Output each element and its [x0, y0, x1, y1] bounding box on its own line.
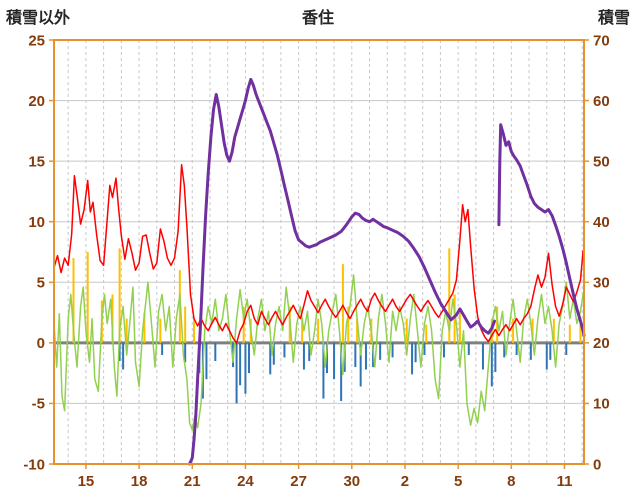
yellow-bars-bar	[568, 324, 571, 343]
blue-bars-bar	[161, 342, 164, 355]
blue-bars-bar	[325, 342, 328, 374]
yellow-bars-bar	[579, 318, 582, 343]
blue-bars-bar	[411, 342, 414, 375]
blue-bars-bar	[503, 342, 506, 358]
blue-bars-bar	[545, 342, 548, 370]
blue-bars-bar	[205, 342, 208, 380]
right-tick-label: 60	[593, 93, 610, 110]
left-axis-title: 積雪以外	[6, 10, 71, 27]
left-tick-label: -5	[32, 396, 45, 413]
blue-bars-bar	[184, 342, 187, 363]
yellow-bars-bar	[341, 264, 344, 343]
blue-bars-bar	[414, 342, 417, 363]
x-tick-label: 2	[401, 473, 409, 490]
blue-bars-bar	[283, 342, 286, 358]
blue-bars-bar	[379, 342, 382, 360]
blue-bars-bar	[244, 342, 247, 394]
yellow-bars-bar	[448, 248, 451, 343]
blue-bars-bar	[118, 342, 121, 362]
blue-bars-bar	[494, 342, 497, 372]
blue-bars-bar	[302, 342, 305, 370]
x-tick-label: 24	[237, 473, 254, 490]
yellow-bars-bar	[143, 312, 146, 343]
purple-line	[188, 77, 496, 466]
yellow-bars-bar	[356, 318, 359, 343]
green-line	[53, 274, 584, 431]
yellow-bars-bar	[512, 318, 515, 343]
blue-bars-bar	[239, 342, 242, 386]
yellow-bars-bar	[159, 318, 162, 343]
purple-line	[497, 123, 586, 338]
x-tick-label: 15	[78, 473, 95, 490]
blue-bars-bar	[214, 342, 217, 362]
blue-bars-bar	[322, 342, 325, 399]
blue-bars-bar	[515, 342, 518, 355]
blue-bars-bar	[565, 342, 568, 355]
blue-bars-bar	[333, 342, 336, 380]
blue-bars-bar	[467, 342, 470, 355]
left-tick-label: 0	[37, 335, 45, 352]
blue-bars-bar	[235, 342, 238, 404]
blue-bars-bar	[308, 342, 311, 362]
blue-bars-bar	[354, 342, 357, 368]
right-tick-label: 20	[593, 335, 610, 352]
blue-bars-bar	[442, 342, 445, 358]
blue-bars-bar	[481, 342, 484, 370]
blue-bars-bar	[423, 342, 426, 355]
blue-bars-bar	[391, 342, 394, 358]
yellow-bars-bar	[405, 318, 408, 343]
blue-bars-bar	[549, 342, 552, 360]
blue-bars-bar	[364, 342, 367, 370]
left-tick-label: 20	[28, 93, 45, 110]
blue-bars-bar	[272, 342, 275, 365]
yellow-bars-bar	[317, 318, 320, 343]
left-tick-label: 15	[28, 153, 45, 170]
yellow-bars-bar	[347, 306, 350, 343]
yellow-bars-bar	[86, 252, 89, 343]
yellow-bars-bar	[458, 312, 461, 343]
x-tick-label: 11	[557, 473, 573, 490]
yellow-bars-bar	[301, 318, 304, 343]
blue-bars-bar	[359, 342, 362, 387]
x-tick-label: 27	[290, 473, 307, 490]
right-tick-label: 70	[593, 32, 610, 49]
blue-bars-bar	[529, 342, 532, 360]
yellow-bars-bar	[118, 248, 121, 343]
blue-bars-bar	[340, 342, 343, 402]
red-line	[53, 164, 584, 344]
right-tick-label: 40	[593, 214, 610, 231]
plot-frame	[53, 39, 585, 465]
right-tick-label: 0	[593, 456, 601, 473]
blue-bars-bar	[247, 342, 250, 374]
yellow-bars-bar	[125, 318, 128, 343]
blue-bars-bar	[269, 342, 272, 375]
x-tick-label: 30	[343, 473, 360, 490]
left-tick-label: 5	[37, 275, 45, 292]
x-tick-label: 21	[184, 473, 201, 490]
x-tick-label: 8	[507, 473, 515, 490]
yellow-bars-bar	[184, 306, 187, 343]
yellow-bars-bar	[496, 306, 499, 343]
blue-bars-bar	[122, 342, 125, 370]
right-axis-title: 積雪	[597, 10, 630, 27]
yellow-bars-bar	[425, 324, 428, 343]
x-tick-label: 5	[454, 473, 462, 490]
yellow-bars-bar	[72, 258, 75, 343]
chart-title: 香住	[301, 10, 335, 27]
left-tick-label: -10	[23, 456, 45, 473]
right-tick-label: 50	[593, 153, 610, 170]
yellow-bars-bar	[531, 318, 534, 343]
yellow-bars-bar	[193, 318, 196, 343]
x-tick-label: 18	[131, 473, 148, 490]
left-tick-label: 25	[28, 32, 45, 49]
left-tick-label: 10	[28, 214, 45, 231]
yellow-bars-bar	[111, 294, 114, 343]
blue-bars-bar	[490, 342, 493, 387]
yellow-bars-bar	[552, 318, 555, 343]
right-tick-label: 10	[593, 396, 610, 413]
right-tick-label: 30	[593, 275, 610, 292]
